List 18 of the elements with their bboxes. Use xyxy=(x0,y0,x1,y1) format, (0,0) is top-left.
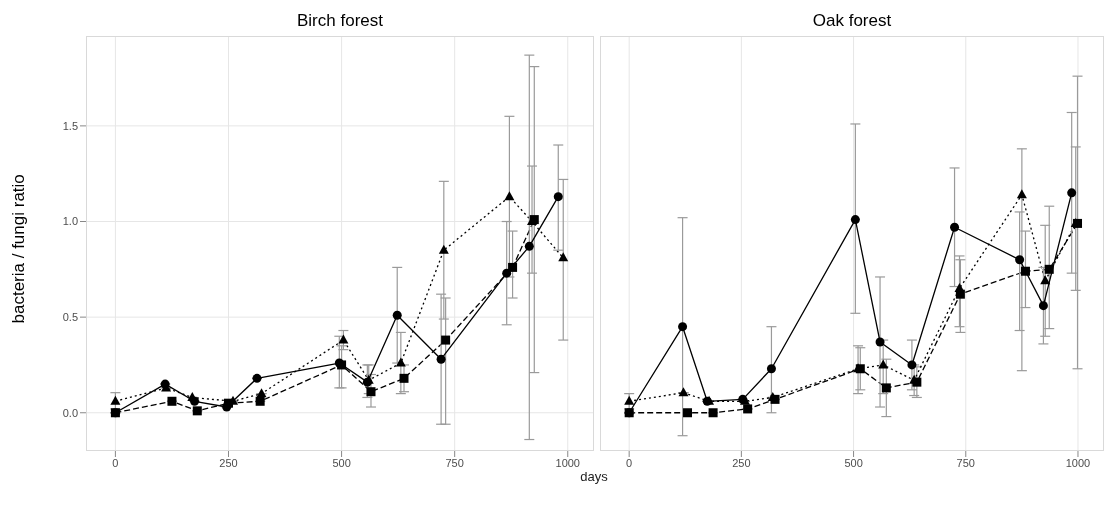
y-tick-label: 0.0 xyxy=(62,406,78,419)
x-tick-label: 750 xyxy=(445,456,464,469)
y-axis-title: bacteria / fungi ratio xyxy=(9,174,29,324)
chart-title: Birch forest xyxy=(296,10,384,32)
x-tick-label: 750 xyxy=(956,456,975,469)
x-tick-label: 500 xyxy=(844,456,863,469)
y-tick-label: 0.5 xyxy=(62,311,78,324)
x-axis-title: days xyxy=(579,469,609,484)
y-tick-label: 1.0 xyxy=(62,215,78,228)
x-tick-label: 0 xyxy=(626,456,633,469)
chart-title: Oak forest xyxy=(811,10,893,32)
x-tick-label: 1000 xyxy=(1065,456,1091,469)
x-tick-label: 250 xyxy=(219,456,238,469)
x-tick-label: 250 xyxy=(732,456,751,469)
x-tick-label: 1000 xyxy=(555,456,581,469)
x-tick-label: 500 xyxy=(332,456,351,469)
x-tick-label: 0 xyxy=(112,456,119,469)
y-tick-label: 1.5 xyxy=(62,119,78,132)
